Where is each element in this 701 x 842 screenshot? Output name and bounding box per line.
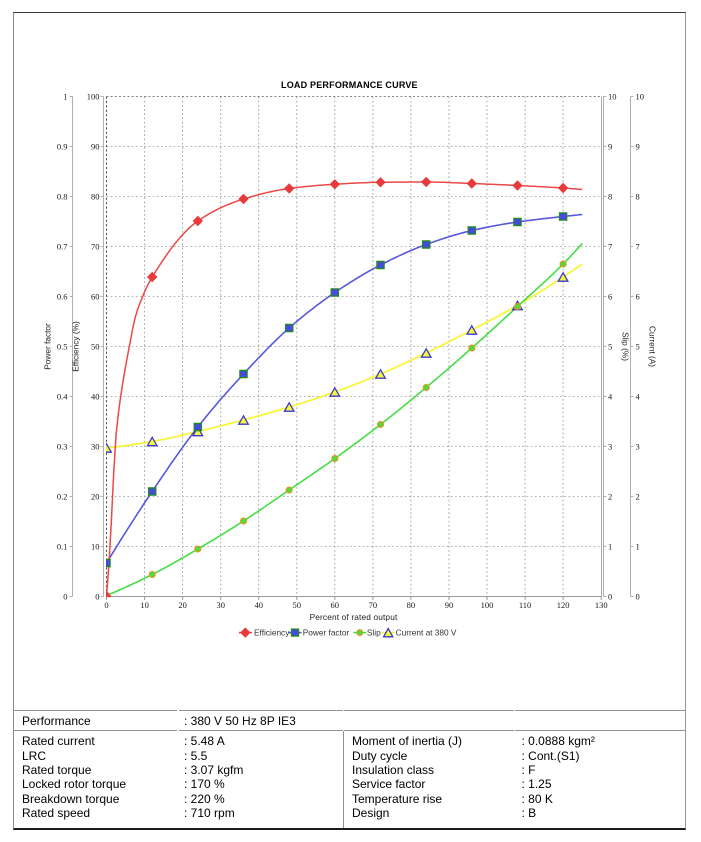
svg-text:0: 0: [95, 591, 99, 601]
svg-text:40: 40: [254, 600, 263, 610]
svg-text:3: 3: [608, 441, 612, 451]
svg-text:7: 7: [608, 241, 612, 251]
svg-text:0.3: 0.3: [57, 441, 68, 451]
svg-text:0.1: 0.1: [57, 541, 68, 551]
svg-text:9: 9: [636, 141, 640, 151]
svg-text:2: 2: [608, 491, 612, 501]
svg-text:60: 60: [331, 600, 340, 610]
svg-text:Power factor: Power factor: [303, 628, 350, 638]
svg-text:110: 110: [519, 600, 531, 610]
svg-text:70: 70: [369, 600, 378, 610]
svg-text:90: 90: [445, 600, 454, 610]
svg-text:0.9: 0.9: [57, 141, 68, 151]
svg-text:Current (A): Current (A): [648, 326, 658, 367]
svg-text:0.5: 0.5: [57, 341, 68, 351]
svg-text:120: 120: [557, 600, 570, 610]
svg-text:100: 100: [481, 600, 494, 610]
svg-text:80: 80: [407, 600, 416, 610]
svg-text:1: 1: [636, 541, 640, 551]
svg-text:60: 60: [91, 291, 100, 301]
svg-text:5: 5: [608, 341, 612, 351]
svg-text:4: 4: [608, 391, 613, 401]
svg-text:0: 0: [636, 591, 640, 601]
svg-text:40: 40: [91, 391, 100, 401]
svg-text:50: 50: [293, 600, 302, 610]
svg-text:6: 6: [608, 291, 612, 301]
svg-text:130: 130: [595, 600, 608, 610]
svg-text:10: 10: [608, 91, 617, 101]
svg-text:20: 20: [91, 491, 100, 501]
svg-text:2: 2: [636, 491, 640, 501]
svg-text:20: 20: [178, 600, 187, 610]
svg-text:9: 9: [608, 141, 612, 151]
svg-text:70: 70: [91, 241, 100, 251]
svg-text:3: 3: [636, 441, 640, 451]
svg-text:0.7: 0.7: [57, 241, 68, 251]
svg-text:Power factor: Power factor: [42, 323, 52, 370]
svg-text:7: 7: [636, 241, 640, 251]
svg-text:4: 4: [636, 391, 641, 401]
svg-text:90: 90: [91, 141, 100, 151]
svg-text:1: 1: [608, 541, 612, 551]
svg-text:8: 8: [636, 191, 640, 201]
svg-text:Slip (%): Slip (%): [621, 332, 631, 361]
svg-text:Efficiency: Efficiency: [254, 628, 290, 638]
svg-text:0: 0: [104, 600, 108, 610]
svg-text:10: 10: [91, 541, 100, 551]
svg-text:80: 80: [91, 191, 100, 201]
svg-text:LOAD PERFORMANCE CURVE: LOAD PERFORMANCE CURVE: [281, 80, 418, 90]
svg-text:0.6: 0.6: [57, 291, 68, 301]
svg-text:Percent of rated output: Percent of rated output: [310, 612, 398, 622]
svg-text:8: 8: [608, 191, 612, 201]
svg-text:10: 10: [140, 600, 149, 610]
svg-text:30: 30: [216, 600, 225, 610]
svg-text:30: 30: [91, 441, 100, 451]
svg-text:100: 100: [87, 91, 100, 101]
svg-text:0: 0: [608, 591, 612, 601]
svg-text:0.8: 0.8: [57, 191, 68, 201]
svg-text:0.4: 0.4: [57, 391, 68, 401]
svg-text:Slip: Slip: [367, 628, 381, 638]
svg-text:10: 10: [636, 91, 645, 101]
svg-text:0.2: 0.2: [57, 491, 68, 501]
svg-text:50: 50: [91, 341, 100, 351]
svg-text:6: 6: [636, 291, 640, 301]
svg-text:Current at 380 V: Current at 380 V: [396, 628, 457, 638]
svg-text:0: 0: [63, 591, 67, 601]
svg-text:Efficiency (%): Efficiency (%): [71, 321, 81, 372]
svg-text:5: 5: [636, 341, 640, 351]
svg-text:1: 1: [63, 91, 67, 101]
